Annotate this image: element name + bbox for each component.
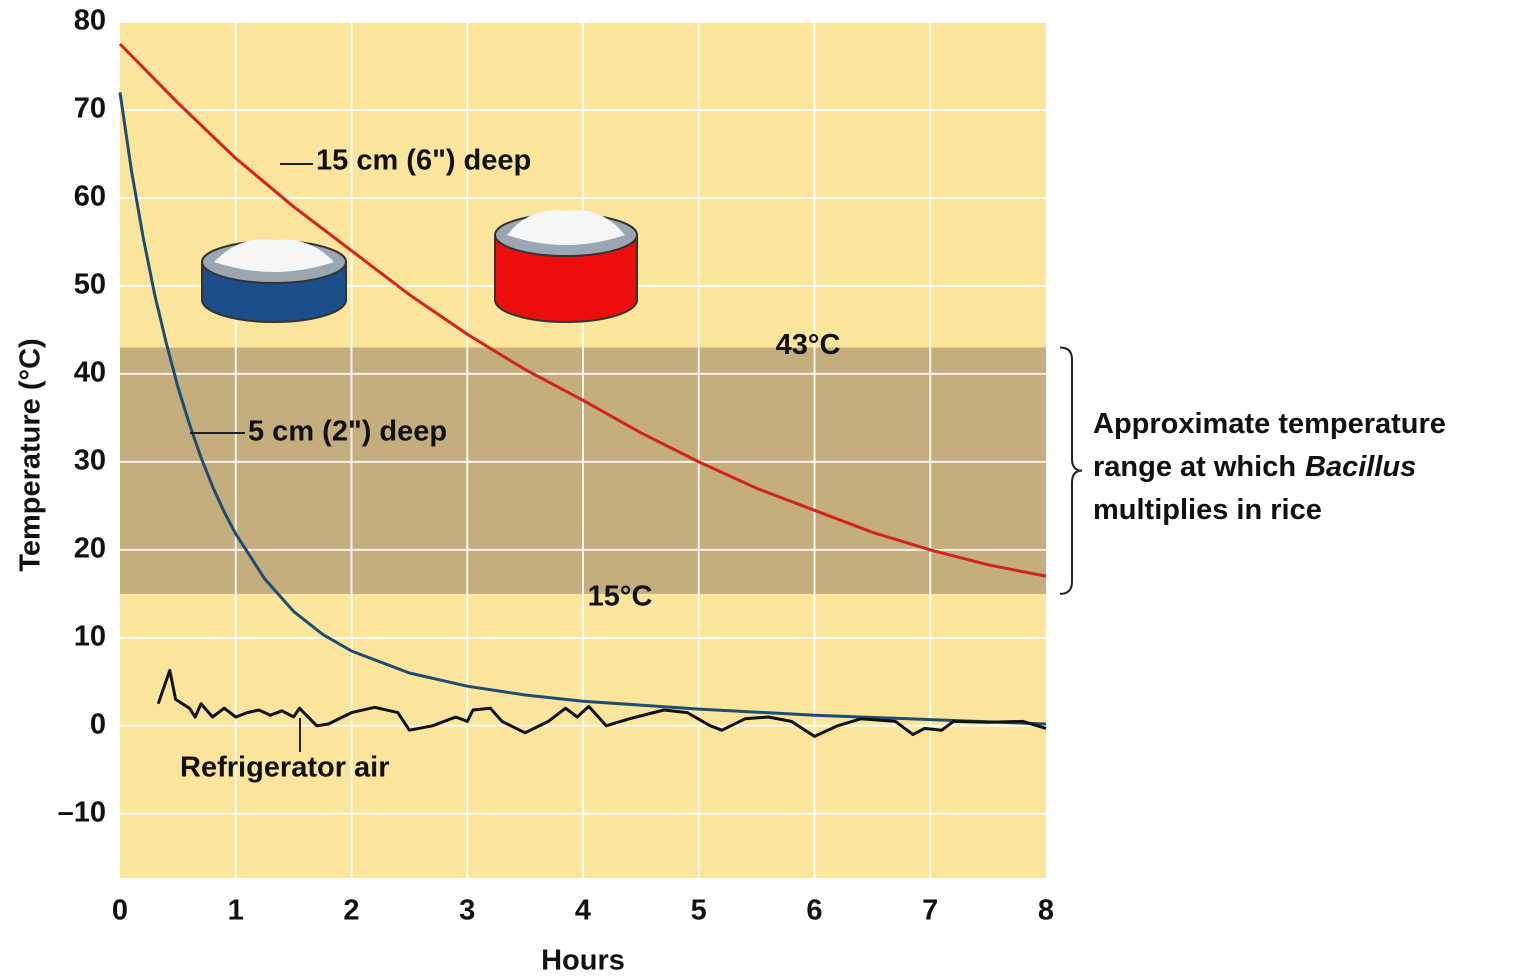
x-tick-label: 7 <box>922 895 938 927</box>
annotation-text: range at which <box>1093 451 1296 483</box>
chart: Temperature (°C) Hours 43°C 15°C Approxima… <box>0 0 1520 977</box>
y-tick-label: 70 <box>74 93 106 125</box>
x-tick-label: 4 <box>575 895 591 927</box>
annotation-line: Approximate temperature <box>1093 408 1446 440</box>
y-tick-label: 10 <box>74 620 106 652</box>
x-tick-label: 2 <box>343 895 359 927</box>
y-tick-label: 60 <box>74 181 106 213</box>
x-tick-label: 5 <box>691 895 707 927</box>
annotation-italic: Bacillus <box>1305 451 1416 483</box>
y-tick-label: 0 <box>90 708 106 740</box>
bracket <box>1060 348 1082 594</box>
y-tick-label: 30 <box>74 445 106 477</box>
x-axis-label: Hours <box>541 945 625 977</box>
y-tick-label: 20 <box>74 533 106 565</box>
y-axis-label: Temperature (°C) <box>15 338 47 571</box>
series-label: 15 cm (6") deep <box>316 145 531 177</box>
x-tick-label: 3 <box>459 895 475 927</box>
x-tick-label: 8 <box>1038 895 1054 927</box>
annotation-line: multiplies in rice <box>1093 494 1322 526</box>
series-label: 5 cm (2") deep <box>248 416 447 448</box>
x-tick-label: 1 <box>228 895 244 927</box>
x-tick-label: 0 <box>112 895 128 927</box>
x-tick-label: 6 <box>806 895 822 927</box>
annotation-text: Approximate temperature <box>1093 408 1446 440</box>
y-tick-label: 40 <box>74 357 106 389</box>
page: Temperature (°C) Hours 43°C 15°C Approxima… <box>0 0 1520 977</box>
y-tick-label: 80 <box>74 5 106 37</box>
y-tick-label: 50 <box>74 269 106 301</box>
shallow-pan-icon <box>202 239 346 322</box>
series-label: Refrigerator air <box>180 752 390 784</box>
y-tick-label: –10 <box>58 796 106 828</box>
annotation-line: range at which Bacillus <box>1093 451 1416 483</box>
annotation-text: multiplies in rice <box>1093 494 1322 526</box>
band-low-label: 15°C <box>588 580 653 612</box>
band-high-label: 43°C <box>776 329 841 361</box>
deep-pan-icon <box>495 210 637 322</box>
